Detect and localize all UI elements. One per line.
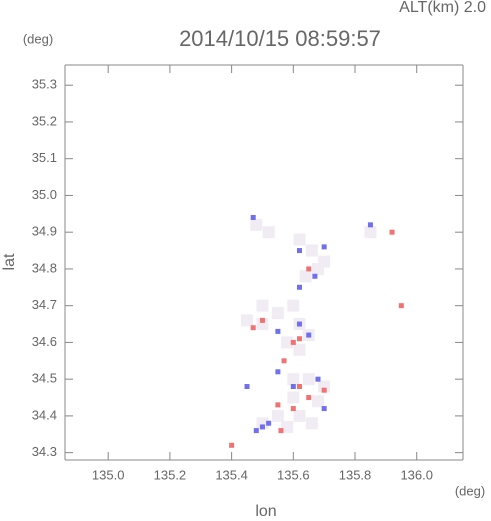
echo-cell <box>259 317 265 323</box>
x-tick-label: 135.4 <box>215 467 248 482</box>
echo-cell <box>299 270 312 283</box>
x-tick-label: 135.8 <box>339 467 372 482</box>
echo-cell <box>229 442 235 448</box>
echo-cell <box>250 214 256 220</box>
echo-cell <box>256 299 269 312</box>
x-axis-label: lon <box>255 503 276 520</box>
altitude-label: ALT(km) 2.0 <box>399 0 486 16</box>
echo-cell <box>318 255 331 268</box>
echo-cell <box>293 233 306 246</box>
echo-cell <box>256 417 269 430</box>
echo-cell <box>302 373 315 386</box>
echo-cell <box>275 369 281 375</box>
echo-cell <box>321 406 327 412</box>
echo-cell <box>306 266 312 272</box>
echo-cell <box>306 395 312 401</box>
x-unit: (deg) <box>455 483 485 498</box>
y-tick-label: 34.3 <box>32 444 57 459</box>
echo-cell <box>296 321 302 327</box>
echo-cell <box>281 358 287 364</box>
echo-cell <box>290 406 296 412</box>
echo-cell <box>389 229 395 235</box>
x-tick-label: 135.6 <box>277 467 310 482</box>
y-axis-label: lat <box>1 253 18 270</box>
echo-cell <box>311 395 324 408</box>
echo-cell <box>364 226 377 239</box>
echo-cell <box>287 373 300 386</box>
echo-cell <box>250 325 256 331</box>
echo-cell <box>275 328 281 334</box>
echo-cell <box>305 244 318 257</box>
echo-cell <box>287 391 300 404</box>
y-tick-label: 34.5 <box>32 371 57 386</box>
y-tick-label: 34.6 <box>32 334 57 349</box>
chart-title: 2014/10/15 08:59:57 <box>179 26 381 51</box>
echo-cell <box>287 299 300 312</box>
echo-cell <box>306 332 312 338</box>
y-tick-label: 35.0 <box>32 187 57 202</box>
echo-cell <box>293 409 306 422</box>
y-tick-label: 35.3 <box>32 77 57 92</box>
echo-cell <box>262 226 275 239</box>
y-tick-label: 34.8 <box>32 260 57 275</box>
x-tick-label: 136.0 <box>400 467 433 482</box>
echo-cell <box>281 336 294 349</box>
echo-cell <box>367 222 373 228</box>
echo-cell <box>321 244 327 250</box>
echo-cell <box>290 339 296 345</box>
y-tick-label: 34.7 <box>32 297 57 312</box>
y-tick-label: 34.9 <box>32 224 57 239</box>
echo-cell <box>293 343 306 356</box>
y-unit: (deg) <box>23 31 53 46</box>
echo-cell <box>296 284 302 290</box>
echo-cell <box>278 428 284 434</box>
echo-cell <box>244 384 250 390</box>
echo-cell <box>296 248 302 254</box>
echo-cell <box>266 420 272 426</box>
echo-cell <box>250 218 263 231</box>
x-tick-label: 135.0 <box>92 467 125 482</box>
echo-cell <box>312 273 318 279</box>
echo-cell <box>271 409 284 422</box>
echo-cell <box>241 314 254 327</box>
echo-cell <box>398 303 404 309</box>
echo-cell <box>318 380 331 393</box>
x-tick-label: 135.2 <box>154 467 187 482</box>
echo-cell <box>275 402 281 408</box>
echo-cell <box>259 424 265 430</box>
echo-cell <box>296 384 302 390</box>
echo-cell <box>281 420 294 433</box>
echo-cell <box>305 417 318 430</box>
y-tick-label: 34.4 <box>32 407 57 422</box>
echo-cell <box>290 384 296 390</box>
y-tick-label: 35.1 <box>32 150 57 165</box>
echo-cell <box>296 336 302 342</box>
echo-cell <box>271 307 284 320</box>
echo-cell <box>315 376 321 382</box>
y-tick-label: 35.2 <box>32 113 57 128</box>
echo-cell <box>256 318 269 331</box>
echo-cell <box>321 387 327 393</box>
echo-cell <box>253 428 259 434</box>
